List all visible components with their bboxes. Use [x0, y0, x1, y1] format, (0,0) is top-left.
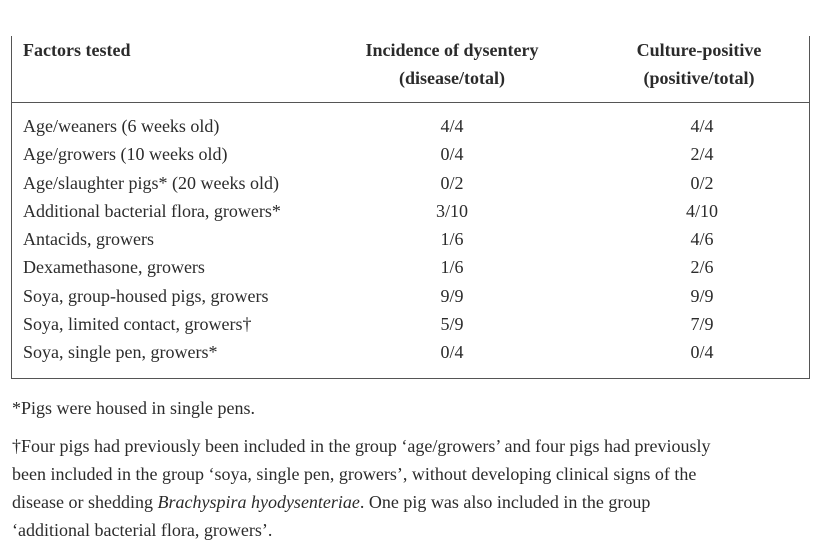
table-header: Factors tested Incidence of dysentery (d… — [12, 36, 809, 103]
header-factors-tested: Factors tested — [23, 40, 131, 60]
cell-factor: Antacids, growers — [23, 229, 154, 250]
cell-culture: 0/4 — [690, 342, 714, 363]
footnote-dagger-line2: been included in the group ‘soya, single… — [12, 464, 697, 484]
cell-incidence: 1/6 — [440, 257, 464, 278]
table-row: Dexamethasone, growers 1/6 2/6 — [12, 253, 809, 281]
cell-factor: Additional bacterial flora, growers* — [23, 200, 281, 221]
cell-factor: Dexamethasone, growers — [23, 257, 205, 278]
table-row: Antacids, growers 1/6 4/6 — [12, 225, 809, 253]
footnote-dagger-line3: disease or shedding Brachyspira hyodysen… — [12, 488, 812, 516]
table-row: Age/growers (10 weeks old) 0/4 2/4 — [12, 140, 809, 168]
cell-factor: Soya, limited contact, growers† — [23, 314, 252, 335]
cell-incidence: 3/10 — [435, 200, 468, 221]
header-incidence: Incidence of dysentery (disease/total) — [352, 36, 552, 92]
footnote-asterisk: *Pigs were housed in single pens. — [12, 398, 255, 418]
cell-incidence: 5/9 — [440, 314, 464, 335]
footnote-dagger-line1: †Four pigs had previously been included … — [12, 436, 711, 456]
cell-factor: Age/growers (10 weeks old) — [23, 144, 228, 165]
data-table: Factors tested Incidence of dysentery (d… — [11, 36, 810, 379]
cell-culture: 2/6 — [690, 257, 714, 278]
cell-incidence: 0/2 — [440, 172, 464, 193]
cell-culture: 2/4 — [690, 144, 714, 165]
species-name: Brachyspira hyodysenteriae — [157, 492, 360, 512]
table-row: Age/slaughter pigs* (20 weeks old) 0/2 0… — [12, 169, 809, 197]
table-row: Additional bacterial flora, growers* 3/1… — [12, 197, 809, 225]
table-row: Age/weaners (6 weeks old) 4/4 4/4 — [12, 112, 809, 140]
footnote-text: . One pig was also included in the group — [359, 492, 651, 512]
cell-factor: Age/slaughter pigs* (20 weeks old) — [23, 172, 279, 193]
table-row: Soya, limited contact, growers† 5/9 7/9 — [12, 310, 809, 338]
cell-factor: Soya, single pen, growers* — [23, 342, 218, 363]
cell-incidence: 0/4 — [440, 342, 464, 363]
cell-culture: 4/6 — [690, 229, 714, 250]
cell-factor: Age/weaners (6 weeks old) — [23, 116, 220, 136]
table-row: Soya, group-housed pigs, growers 9/9 9/9 — [12, 282, 809, 310]
footnotes: *Pigs were housed in single pens. †Four … — [12, 394, 812, 544]
footnote-dagger: †Four pigs had previously been included … — [12, 432, 812, 544]
header-incidence-line2: (disease/total) — [399, 68, 505, 88]
cell-culture: 4/10 — [685, 200, 718, 221]
header-culture: Culture-positive (positive/total) — [599, 36, 799, 92]
cell-incidence: 1/6 — [440, 229, 464, 250]
cell-factor: Soya, group-housed pigs, growers — [23, 285, 269, 306]
cell-culture: 4/4 — [690, 116, 714, 136]
table-row: Soya, single pen, growers* 0/4 0/4 — [12, 338, 809, 366]
footnote-dagger-line4: ‘additional bacterial flora, growers’. — [12, 520, 273, 540]
header-culture-line1: Culture-positive — [636, 40, 762, 60]
cell-incidence: 4/4 — [440, 116, 464, 136]
cell-incidence: 0/4 — [440, 144, 464, 165]
cell-culture: 0/2 — [690, 172, 714, 193]
header-incidence-line1: Incidence of dysentery — [365, 40, 539, 60]
cell-culture: 7/9 — [690, 314, 714, 335]
table-body: Age/weaners (6 weeks old) 4/4 4/4 Age/gr… — [12, 112, 809, 367]
cell-culture: 9/9 — [690, 285, 714, 306]
footnote-text: disease or shedding — [12, 492, 158, 512]
cell-incidence: 9/9 — [440, 285, 464, 306]
header-culture-line2: (positive/total) — [643, 68, 755, 88]
